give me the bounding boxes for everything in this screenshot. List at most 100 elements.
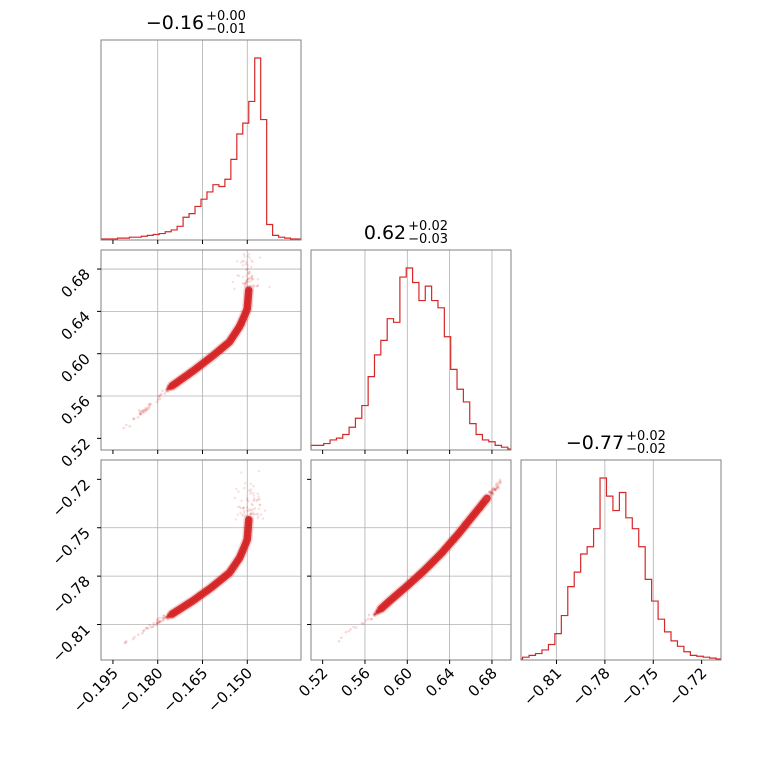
scatter-point (255, 499, 258, 503)
x-tick-label: −0.180 (115, 664, 167, 716)
scatter-point (252, 513, 255, 516)
scatter-point (242, 252, 246, 256)
scatter-point (142, 628, 146, 632)
x-tick-label: −0.78 (568, 664, 613, 709)
scatter-point (162, 618, 165, 621)
scatter-point (250, 275, 254, 278)
contour-line (377, 494, 491, 613)
scatter-point (245, 280, 248, 283)
scatter-point (250, 265, 253, 269)
scatter-point (250, 274, 254, 278)
title-errors: +0.00−0.01 (206, 9, 246, 37)
scatter-point (248, 252, 251, 256)
scatter-point (143, 411, 146, 414)
scatter-point (155, 618, 159, 621)
scatter-point (243, 282, 246, 286)
scatter-point (249, 488, 252, 491)
x-tick-label: −0.75 (617, 664, 662, 709)
scatter-point (242, 514, 245, 518)
scatter-point (245, 268, 248, 271)
scatter-point (367, 613, 371, 617)
scatter-point (248, 280, 251, 283)
scatter-point (158, 620, 162, 623)
scatter-point (243, 282, 246, 285)
scatter-point (158, 620, 162, 623)
scatter-point (495, 486, 499, 490)
scatter-point (253, 497, 256, 500)
scatter-point (259, 513, 263, 516)
x-tick-label: −0.72 (665, 664, 710, 709)
panel-frame (310, 459, 512, 661)
scatter-point (239, 511, 242, 515)
scatter-point (257, 495, 261, 498)
scatter-point (158, 397, 162, 401)
scatter-point (124, 640, 127, 644)
scatter-point (496, 483, 500, 487)
scatter-point (150, 625, 153, 629)
scatter-point (141, 632, 144, 635)
scatter-point (138, 412, 142, 416)
scatter-point (250, 512, 253, 515)
scatter-point (155, 622, 159, 625)
scatter-point (244, 282, 248, 285)
scatter-point (144, 407, 147, 410)
scatter-point (362, 622, 365, 625)
scatter-point (489, 493, 493, 497)
scatter-point (246, 255, 250, 258)
scatter-point (246, 280, 249, 284)
scatter-point (147, 627, 150, 630)
contour-line (168, 515, 253, 618)
histogram-panel: −0.16 +0.00−0.01 (100, 9, 302, 244)
x-tick-label: 0.68 (464, 664, 500, 700)
scatter-point (157, 395, 160, 398)
scatter-point (166, 390, 170, 393)
scatter-point (242, 260, 246, 263)
scatter-point (252, 494, 255, 497)
scatter-point (252, 484, 255, 488)
scatter-point (243, 285, 247, 288)
scatter-point (234, 518, 238, 521)
scatter-point (246, 268, 249, 271)
scatter-point (236, 260, 239, 263)
scatter-point (347, 629, 351, 633)
scatter-point (149, 402, 152, 406)
scatter-point (145, 407, 148, 411)
y-tick-label: −0.72 (49, 475, 94, 520)
scatter-point (496, 485, 500, 488)
scatter-point (489, 491, 492, 494)
scatter-point (245, 498, 249, 502)
scatter-point (241, 259, 244, 263)
scatter-point (251, 511, 255, 514)
scatter-point (253, 507, 257, 510)
title-value: −0.16 (146, 12, 204, 34)
scatter-point (268, 285, 271, 289)
scatter-point (161, 389, 164, 393)
scatter-panel: −0.195−0.180−0.165−0.150 −0.81−0.78−0.75−… (49, 459, 302, 716)
scatter-point (495, 485, 499, 489)
scatter-point (166, 618, 170, 621)
scatter-point (344, 630, 348, 634)
scatter-point (250, 276, 254, 280)
scatter-point (141, 411, 144, 415)
x-tick-label: −0.150 (204, 664, 256, 716)
scatter-point (242, 506, 245, 510)
scatter-point (137, 408, 141, 412)
scatter-point (237, 505, 240, 509)
scatter-point (231, 280, 235, 284)
panel-frame (100, 459, 302, 661)
scatter-point (242, 507, 245, 510)
scatter-point (157, 621, 161, 624)
scatter-point (245, 506, 249, 509)
scatter-point (138, 411, 142, 414)
panel-title: −0.16 (146, 12, 204, 34)
scatter-point (253, 513, 256, 516)
scatter-point (247, 270, 251, 273)
x-tick-label: 0.60 (380, 664, 416, 700)
scatter-point (161, 619, 165, 623)
scatter-point (256, 284, 260, 287)
panel-frame (520, 459, 722, 661)
panel-title: −0.77 (566, 432, 624, 454)
scatter-point (145, 626, 149, 630)
scatter-point (256, 284, 259, 288)
